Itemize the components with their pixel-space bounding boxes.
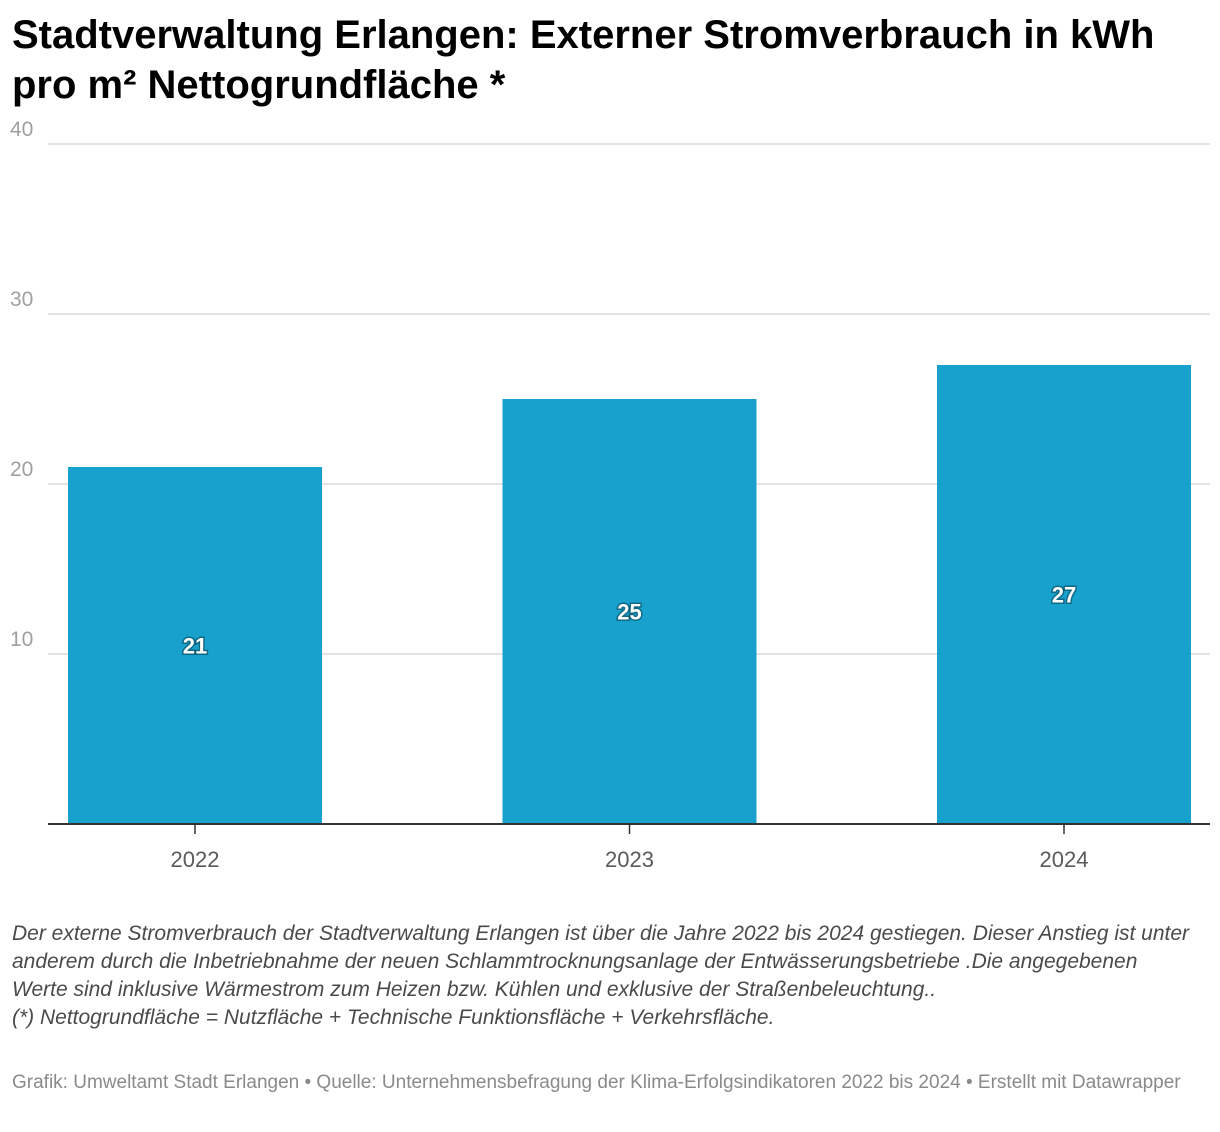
data-label: 27 [1052,583,1076,608]
bar [502,399,757,824]
chart-footer: Grafik: Umweltamt Stadt Erlangen • Quell… [12,1072,1181,1093]
chart-title: Stadtverwaltung Erlangen: Externer Strom… [12,13,1155,107]
x-tick-label: 2024 [1040,847,1089,872]
y-tick-label: 20 [10,458,33,481]
y-tick-label: 30 [10,288,33,311]
x-axis-labels: 2022 2023 2024 [171,847,1089,872]
y-tick-label: 40 [10,118,33,141]
bar-chart: 10 20 30 40 2022 2023 2024 21 25 27 [10,118,1210,872]
bar [68,467,322,824]
x-tick-label: 2023 [605,847,654,872]
bar [937,365,1191,824]
y-axis-ticks: 10 20 30 40 [10,118,33,651]
y-tick-label: 10 [10,628,33,651]
notes-definition: (*) Nettogrundfläche = Nutzfläche + Tech… [12,1006,775,1029]
bar-value-labels: 21 25 27 [181,581,1077,660]
x-axis [48,823,1210,834]
x-tick-label: 2022 [171,847,220,872]
bars [68,365,1191,824]
chart-notes: Der externe Stromverbrauch der Stadtverw… [12,920,1192,1032]
data-label: 25 [617,600,641,625]
data-label: 21 [183,634,207,659]
notes-text: Der externe Stromverbrauch der Stadtverw… [12,922,1190,1001]
